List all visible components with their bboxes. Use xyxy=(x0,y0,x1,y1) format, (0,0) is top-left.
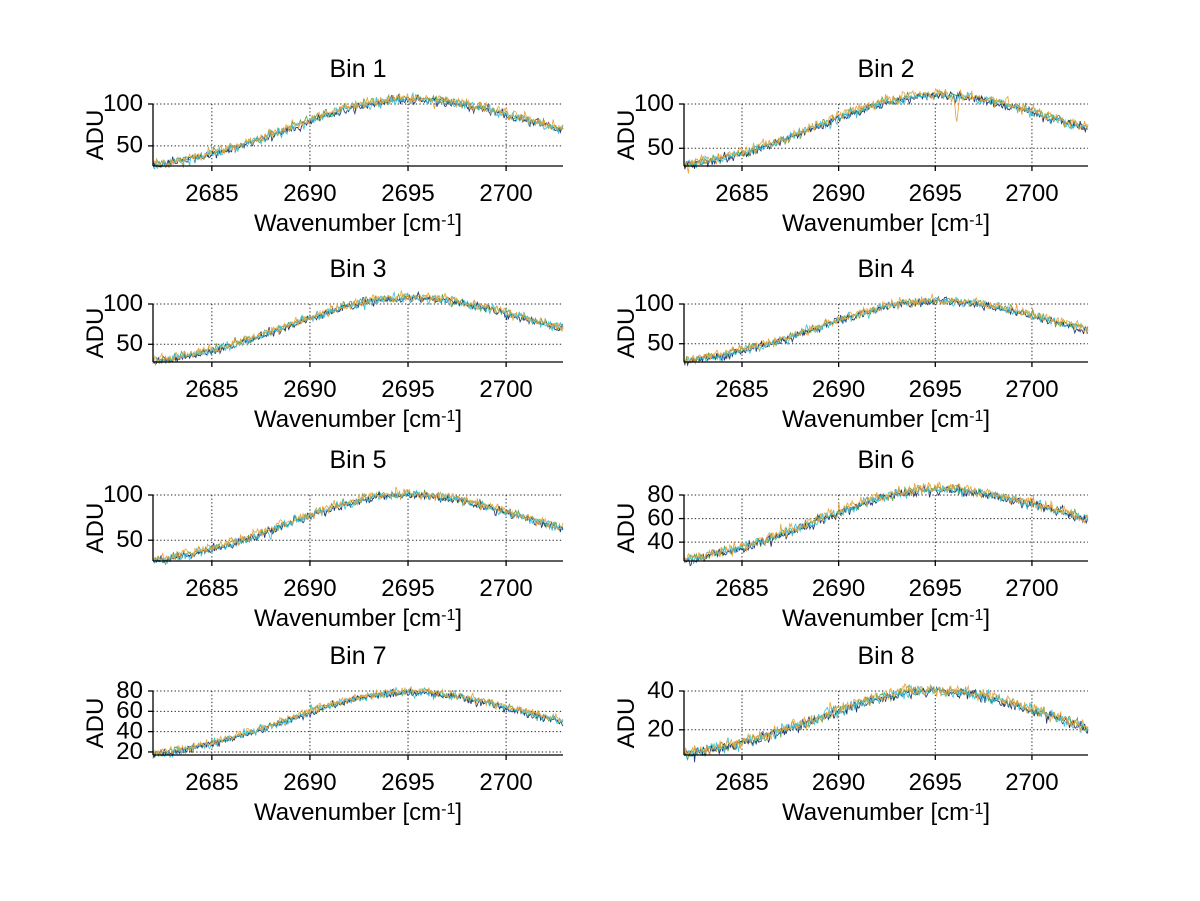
svg-text:ADU: ADU xyxy=(82,503,109,554)
svg-text:40: 40 xyxy=(647,528,674,555)
svg-text:2695: 2695 xyxy=(909,180,962,207)
svg-text:50: 50 xyxy=(116,526,143,553)
svg-text:2695: 2695 xyxy=(381,180,434,207)
svg-text:20: 20 xyxy=(647,716,674,743)
svg-text:2685: 2685 xyxy=(715,180,768,207)
svg-text:2685: 2685 xyxy=(715,575,768,602)
svg-text:2700: 2700 xyxy=(1005,769,1058,796)
svg-text:ADU: ADU xyxy=(82,308,109,359)
svg-text:2685: 2685 xyxy=(715,376,768,403)
svg-text:Bin 7: Bin 7 xyxy=(330,642,387,670)
svg-text:2700: 2700 xyxy=(479,769,532,796)
svg-text:2685: 2685 xyxy=(185,575,238,602)
svg-text:2695: 2695 xyxy=(381,769,434,796)
svg-text:2700: 2700 xyxy=(479,575,532,602)
svg-text:ADU: ADU xyxy=(613,308,640,359)
svg-text:Bin 4: Bin 4 xyxy=(858,255,915,283)
svg-text:2690: 2690 xyxy=(283,376,336,403)
svg-text:2685: 2685 xyxy=(715,769,768,796)
svg-text:50: 50 xyxy=(647,134,674,161)
svg-text:50: 50 xyxy=(647,330,674,357)
svg-text:Bin 2: Bin 2 xyxy=(858,55,915,83)
svg-text:2690: 2690 xyxy=(812,180,865,207)
svg-text:ADU: ADU xyxy=(82,110,109,161)
svg-text:ADU: ADU xyxy=(613,698,640,749)
svg-text:2690: 2690 xyxy=(283,180,336,207)
svg-text:40: 40 xyxy=(647,677,674,704)
svg-text:80: 80 xyxy=(647,481,674,508)
svg-text:Bin 3: Bin 3 xyxy=(330,255,387,283)
svg-text:2685: 2685 xyxy=(185,769,238,796)
svg-text:Wavenumber [cm-1]: Wavenumber [cm-1] xyxy=(782,605,990,632)
svg-text:Wavenumber [cm-1]: Wavenumber [cm-1] xyxy=(254,406,462,433)
svg-text:ADU: ADU xyxy=(82,698,109,749)
svg-text:50: 50 xyxy=(116,330,143,357)
svg-text:2695: 2695 xyxy=(381,376,434,403)
svg-text:ADU: ADU xyxy=(613,110,640,161)
svg-text:2685: 2685 xyxy=(185,376,238,403)
svg-text:2695: 2695 xyxy=(381,575,434,602)
svg-text:2690: 2690 xyxy=(812,575,865,602)
svg-text:2685: 2685 xyxy=(185,180,238,207)
svg-text:Wavenumber [cm-1]: Wavenumber [cm-1] xyxy=(782,210,990,237)
svg-text:2700: 2700 xyxy=(1005,376,1058,403)
svg-text:80: 80 xyxy=(116,677,143,704)
svg-text:60: 60 xyxy=(647,504,674,531)
svg-text:2690: 2690 xyxy=(283,769,336,796)
svg-text:2700: 2700 xyxy=(479,180,532,207)
svg-text:2695: 2695 xyxy=(909,575,962,602)
svg-text:2695: 2695 xyxy=(909,769,962,796)
svg-text:Bin 1: Bin 1 xyxy=(330,55,387,83)
svg-text:Bin 5: Bin 5 xyxy=(330,446,387,474)
svg-text:Bin 8: Bin 8 xyxy=(858,642,915,670)
svg-text:2690: 2690 xyxy=(283,575,336,602)
svg-text:2700: 2700 xyxy=(1005,180,1058,207)
svg-text:Wavenumber [cm-1]: Wavenumber [cm-1] xyxy=(254,210,462,237)
svg-text:2700: 2700 xyxy=(1005,575,1058,602)
svg-text:2700: 2700 xyxy=(479,376,532,403)
svg-text:Wavenumber [cm-1]: Wavenumber [cm-1] xyxy=(254,799,462,826)
svg-text:50: 50 xyxy=(116,132,143,159)
svg-text:ADU: ADU xyxy=(613,503,640,554)
svg-text:2695: 2695 xyxy=(909,376,962,403)
svg-text:Wavenumber [cm-1]: Wavenumber [cm-1] xyxy=(782,406,990,433)
svg-text:Wavenumber [cm-1]: Wavenumber [cm-1] xyxy=(254,605,462,632)
svg-text:Bin 6: Bin 6 xyxy=(858,446,915,474)
svg-text:2690: 2690 xyxy=(812,376,865,403)
svg-text:Wavenumber [cm-1]: Wavenumber [cm-1] xyxy=(782,799,990,826)
svg-text:2690: 2690 xyxy=(812,769,865,796)
